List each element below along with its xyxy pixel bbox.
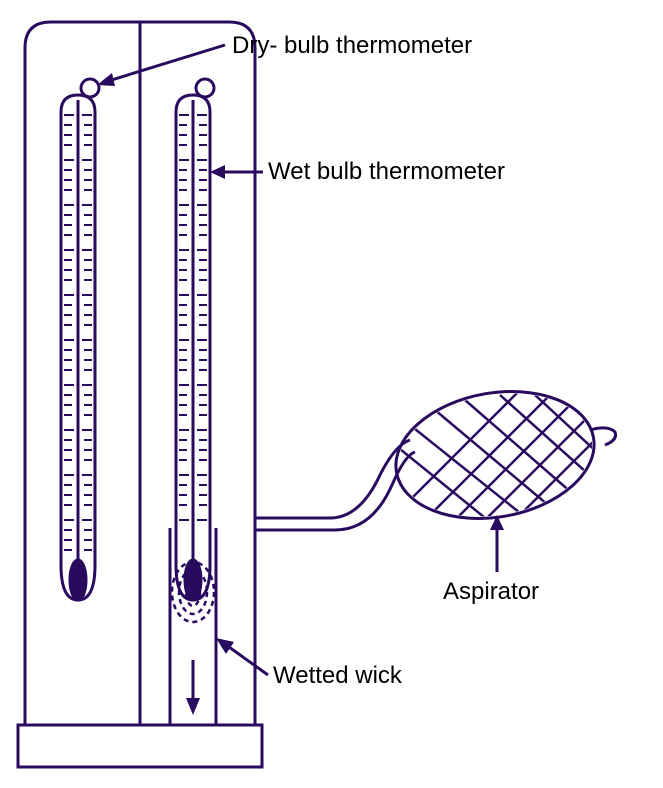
dry-bulb-thermometer	[61, 79, 99, 600]
aspirator-label: Aspirator	[443, 578, 539, 606]
wetted-wick-label: Wetted wick	[273, 662, 402, 690]
wet-bulb-label: Wet bulb thermometer	[268, 158, 505, 186]
dry-bulb-label: Dry- bulb thermometer	[232, 32, 472, 60]
wet-bulb-thermometer	[176, 79, 214, 600]
aspirator	[255, 377, 616, 535]
psychrometer-housing	[18, 22, 262, 767]
airflow-arrow-icon	[186, 660, 200, 715]
